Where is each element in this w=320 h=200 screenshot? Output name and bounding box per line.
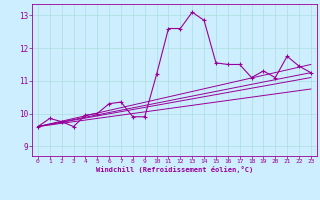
X-axis label: Windchill (Refroidissement éolien,°C): Windchill (Refroidissement éolien,°C) [96, 166, 253, 173]
